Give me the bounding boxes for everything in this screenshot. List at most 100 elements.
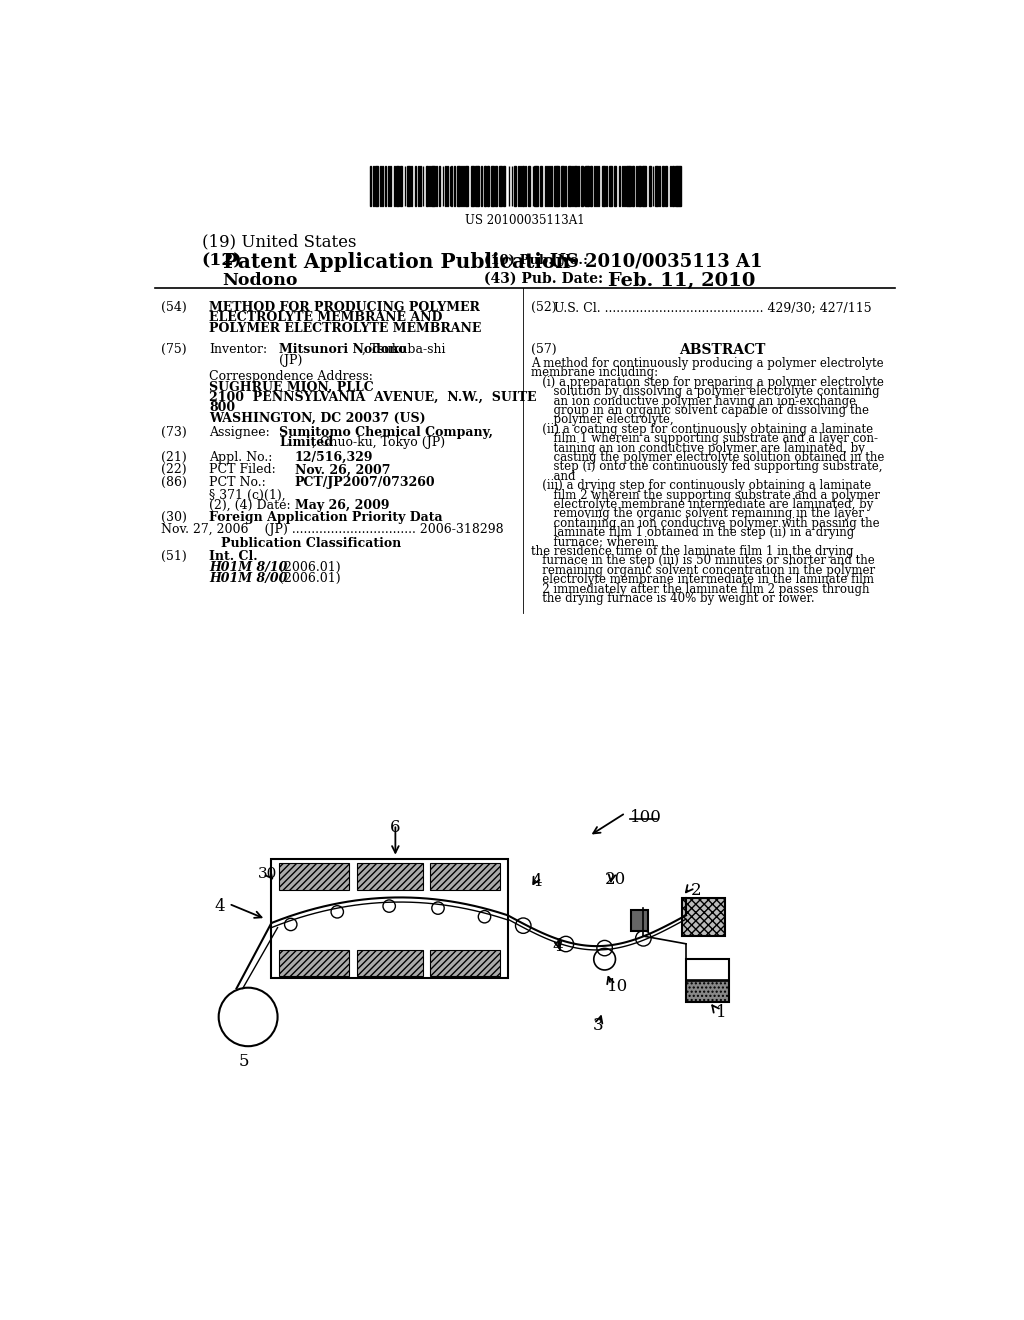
Bar bbox=[454, 166, 455, 206]
Bar bbox=[670, 166, 672, 206]
Text: removing the organic solvent remaining in the layer: removing the organic solvent remaining i… bbox=[531, 507, 864, 520]
Bar bbox=[528, 166, 530, 206]
Bar bbox=[578, 166, 579, 206]
Text: 2: 2 bbox=[690, 882, 701, 899]
Bar bbox=[618, 166, 621, 206]
Bar bbox=[521, 166, 524, 206]
Text: (19) United States: (19) United States bbox=[202, 234, 356, 251]
Text: electrolyte membrane intermediate are laminated, by: electrolyte membrane intermediate are la… bbox=[531, 498, 873, 511]
Text: (51): (51) bbox=[161, 549, 186, 562]
Bar bbox=[574, 166, 577, 206]
Text: ABSTRACT: ABSTRACT bbox=[679, 343, 766, 358]
Text: PCT No.:: PCT No.: bbox=[209, 477, 266, 490]
Text: Patent Application Publication: Patent Application Publication bbox=[222, 252, 569, 272]
Text: 12/516,329: 12/516,329 bbox=[295, 451, 373, 465]
Text: Publication Classification: Publication Classification bbox=[221, 537, 401, 550]
Bar bbox=[582, 166, 583, 206]
Text: (73): (73) bbox=[161, 425, 186, 438]
Bar bbox=[662, 166, 665, 206]
Text: Limited: Limited bbox=[280, 436, 333, 449]
Text: Feb. 11, 2010: Feb. 11, 2010 bbox=[608, 272, 756, 289]
Text: Sumitomo Chemical Company,: Sumitomo Chemical Company, bbox=[280, 425, 494, 438]
Text: (12): (12) bbox=[202, 252, 242, 269]
Text: Inventor:: Inventor: bbox=[209, 343, 267, 356]
Text: May 26, 2009: May 26, 2009 bbox=[295, 499, 389, 512]
Bar bbox=[554, 166, 557, 206]
Text: Nov. 27, 2006    (JP) ................................ 2006-318298: Nov. 27, 2006 (JP) .....................… bbox=[161, 523, 503, 536]
Bar bbox=[475, 166, 477, 206]
Text: (i) a preparation step for preparing a polymer electrolyte: (i) a preparation step for preparing a p… bbox=[531, 376, 884, 389]
Text: (10) Pub. No.:: (10) Pub. No.: bbox=[484, 253, 589, 267]
Text: Assignee:: Assignee: bbox=[209, 425, 270, 438]
Text: 4: 4 bbox=[215, 898, 225, 915]
Bar bbox=[407, 166, 410, 206]
Bar bbox=[465, 166, 468, 206]
Text: 2100  PENNSYLVANIA  AVENUE,  N.W.,  SUITE: 2100 PENNSYLVANIA AVENUE, N.W., SUITE bbox=[209, 391, 537, 404]
Bar bbox=[433, 166, 435, 206]
Text: 3: 3 bbox=[593, 1016, 603, 1034]
Bar bbox=[435, 166, 437, 206]
Text: (2006.01): (2006.01) bbox=[280, 561, 341, 574]
Text: 2 immediately after the laminate film 2 passes through: 2 immediately after the laminate film 2 … bbox=[531, 582, 869, 595]
Bar bbox=[514, 166, 516, 206]
Bar bbox=[471, 166, 474, 206]
Text: § 371 (c)(1),: § 371 (c)(1), bbox=[209, 488, 286, 502]
Text: the residence time of the laminate film 1 in the drying: the residence time of the laminate film … bbox=[531, 545, 853, 558]
Bar bbox=[385, 166, 386, 206]
Bar bbox=[535, 166, 536, 206]
Text: , Chuo-ku, Tokyo (JP): , Chuo-ku, Tokyo (JP) bbox=[311, 436, 444, 449]
Text: remaining organic solvent concentration in the polymer: remaining organic solvent concentration … bbox=[531, 564, 876, 577]
Text: SUGHRUE MION, PLLC: SUGHRUE MION, PLLC bbox=[209, 380, 374, 393]
Text: PCT Filed:: PCT Filed: bbox=[209, 463, 276, 477]
Text: casting the polymer electrolyte solution obtained in the: casting the polymer electrolyte solution… bbox=[531, 451, 885, 465]
Text: polymer electrolyte,: polymer electrolyte, bbox=[531, 413, 674, 426]
Bar bbox=[638, 166, 640, 206]
Bar bbox=[586, 166, 588, 206]
Bar bbox=[675, 166, 677, 206]
Bar bbox=[665, 166, 667, 206]
Text: METHOD FOR PRODUCING POLYMER: METHOD FOR PRODUCING POLYMER bbox=[209, 301, 480, 314]
Text: (2), (4) Date:: (2), (4) Date: bbox=[209, 499, 291, 512]
Text: ELECTROLYTE MEMBRANE AND: ELECTROLYTE MEMBRANE AND bbox=[209, 312, 442, 325]
Text: furnace in the step (iii) is 50 minutes or shorter and the: furnace in the step (iii) is 50 minutes … bbox=[531, 554, 874, 568]
Text: U.S. Cl. ......................................... 429/30; 427/115: U.S. Cl. ...............................… bbox=[554, 301, 871, 314]
Text: H01M 8/00: H01M 8/00 bbox=[209, 572, 288, 585]
Text: the drying furnace is 40% by weight or lower.: the drying furnace is 40% by weight or l… bbox=[531, 591, 815, 605]
Bar bbox=[686, 981, 729, 1002]
Text: 20: 20 bbox=[604, 871, 626, 887]
Text: an ion conductive polymer having an ion-exchange: an ion conductive polymer having an ion-… bbox=[531, 395, 856, 408]
Text: step (i) onto the continuously fed supporting substrate,: step (i) onto the continuously fed suppo… bbox=[531, 461, 883, 474]
Bar bbox=[400, 166, 401, 206]
Text: solution by dissolving a polymer electrolyte containing: solution by dissolving a polymer electro… bbox=[531, 385, 880, 399]
Bar bbox=[547, 166, 548, 206]
Bar bbox=[280, 863, 349, 890]
Text: WASHINGTON, DC 20037 (US): WASHINGTON, DC 20037 (US) bbox=[209, 412, 426, 425]
Text: (2006.01): (2006.01) bbox=[280, 572, 341, 585]
Bar bbox=[686, 960, 729, 979]
Text: , Tsukuba-shi: , Tsukuba-shi bbox=[362, 343, 445, 356]
Text: (75): (75) bbox=[161, 343, 186, 356]
Bar bbox=[496, 166, 497, 206]
Bar bbox=[280, 950, 349, 977]
Text: 1: 1 bbox=[716, 1003, 726, 1020]
Text: Mitsunori Nodono: Mitsunori Nodono bbox=[280, 343, 407, 356]
Text: Nodono: Nodono bbox=[222, 272, 298, 289]
Text: 4: 4 bbox=[553, 937, 563, 954]
Bar bbox=[426, 166, 428, 206]
Text: (22): (22) bbox=[161, 463, 186, 477]
Text: A method for continuously producing a polymer electrolyte: A method for continuously producing a po… bbox=[531, 358, 884, 370]
Text: (30): (30) bbox=[161, 511, 186, 524]
Text: 5: 5 bbox=[239, 1053, 249, 1071]
Bar bbox=[411, 166, 413, 206]
Bar bbox=[431, 166, 432, 206]
Text: (57): (57) bbox=[531, 343, 557, 356]
Text: 10: 10 bbox=[607, 978, 628, 995]
Bar bbox=[686, 960, 729, 1002]
Bar bbox=[594, 166, 595, 206]
Bar bbox=[457, 166, 460, 206]
Bar bbox=[678, 166, 681, 206]
Bar bbox=[561, 166, 564, 206]
Text: film 2 wherein the supporting substrate and a polymer: film 2 wherein the supporting substrate … bbox=[531, 488, 880, 502]
Bar bbox=[602, 166, 605, 206]
Bar bbox=[630, 166, 631, 206]
